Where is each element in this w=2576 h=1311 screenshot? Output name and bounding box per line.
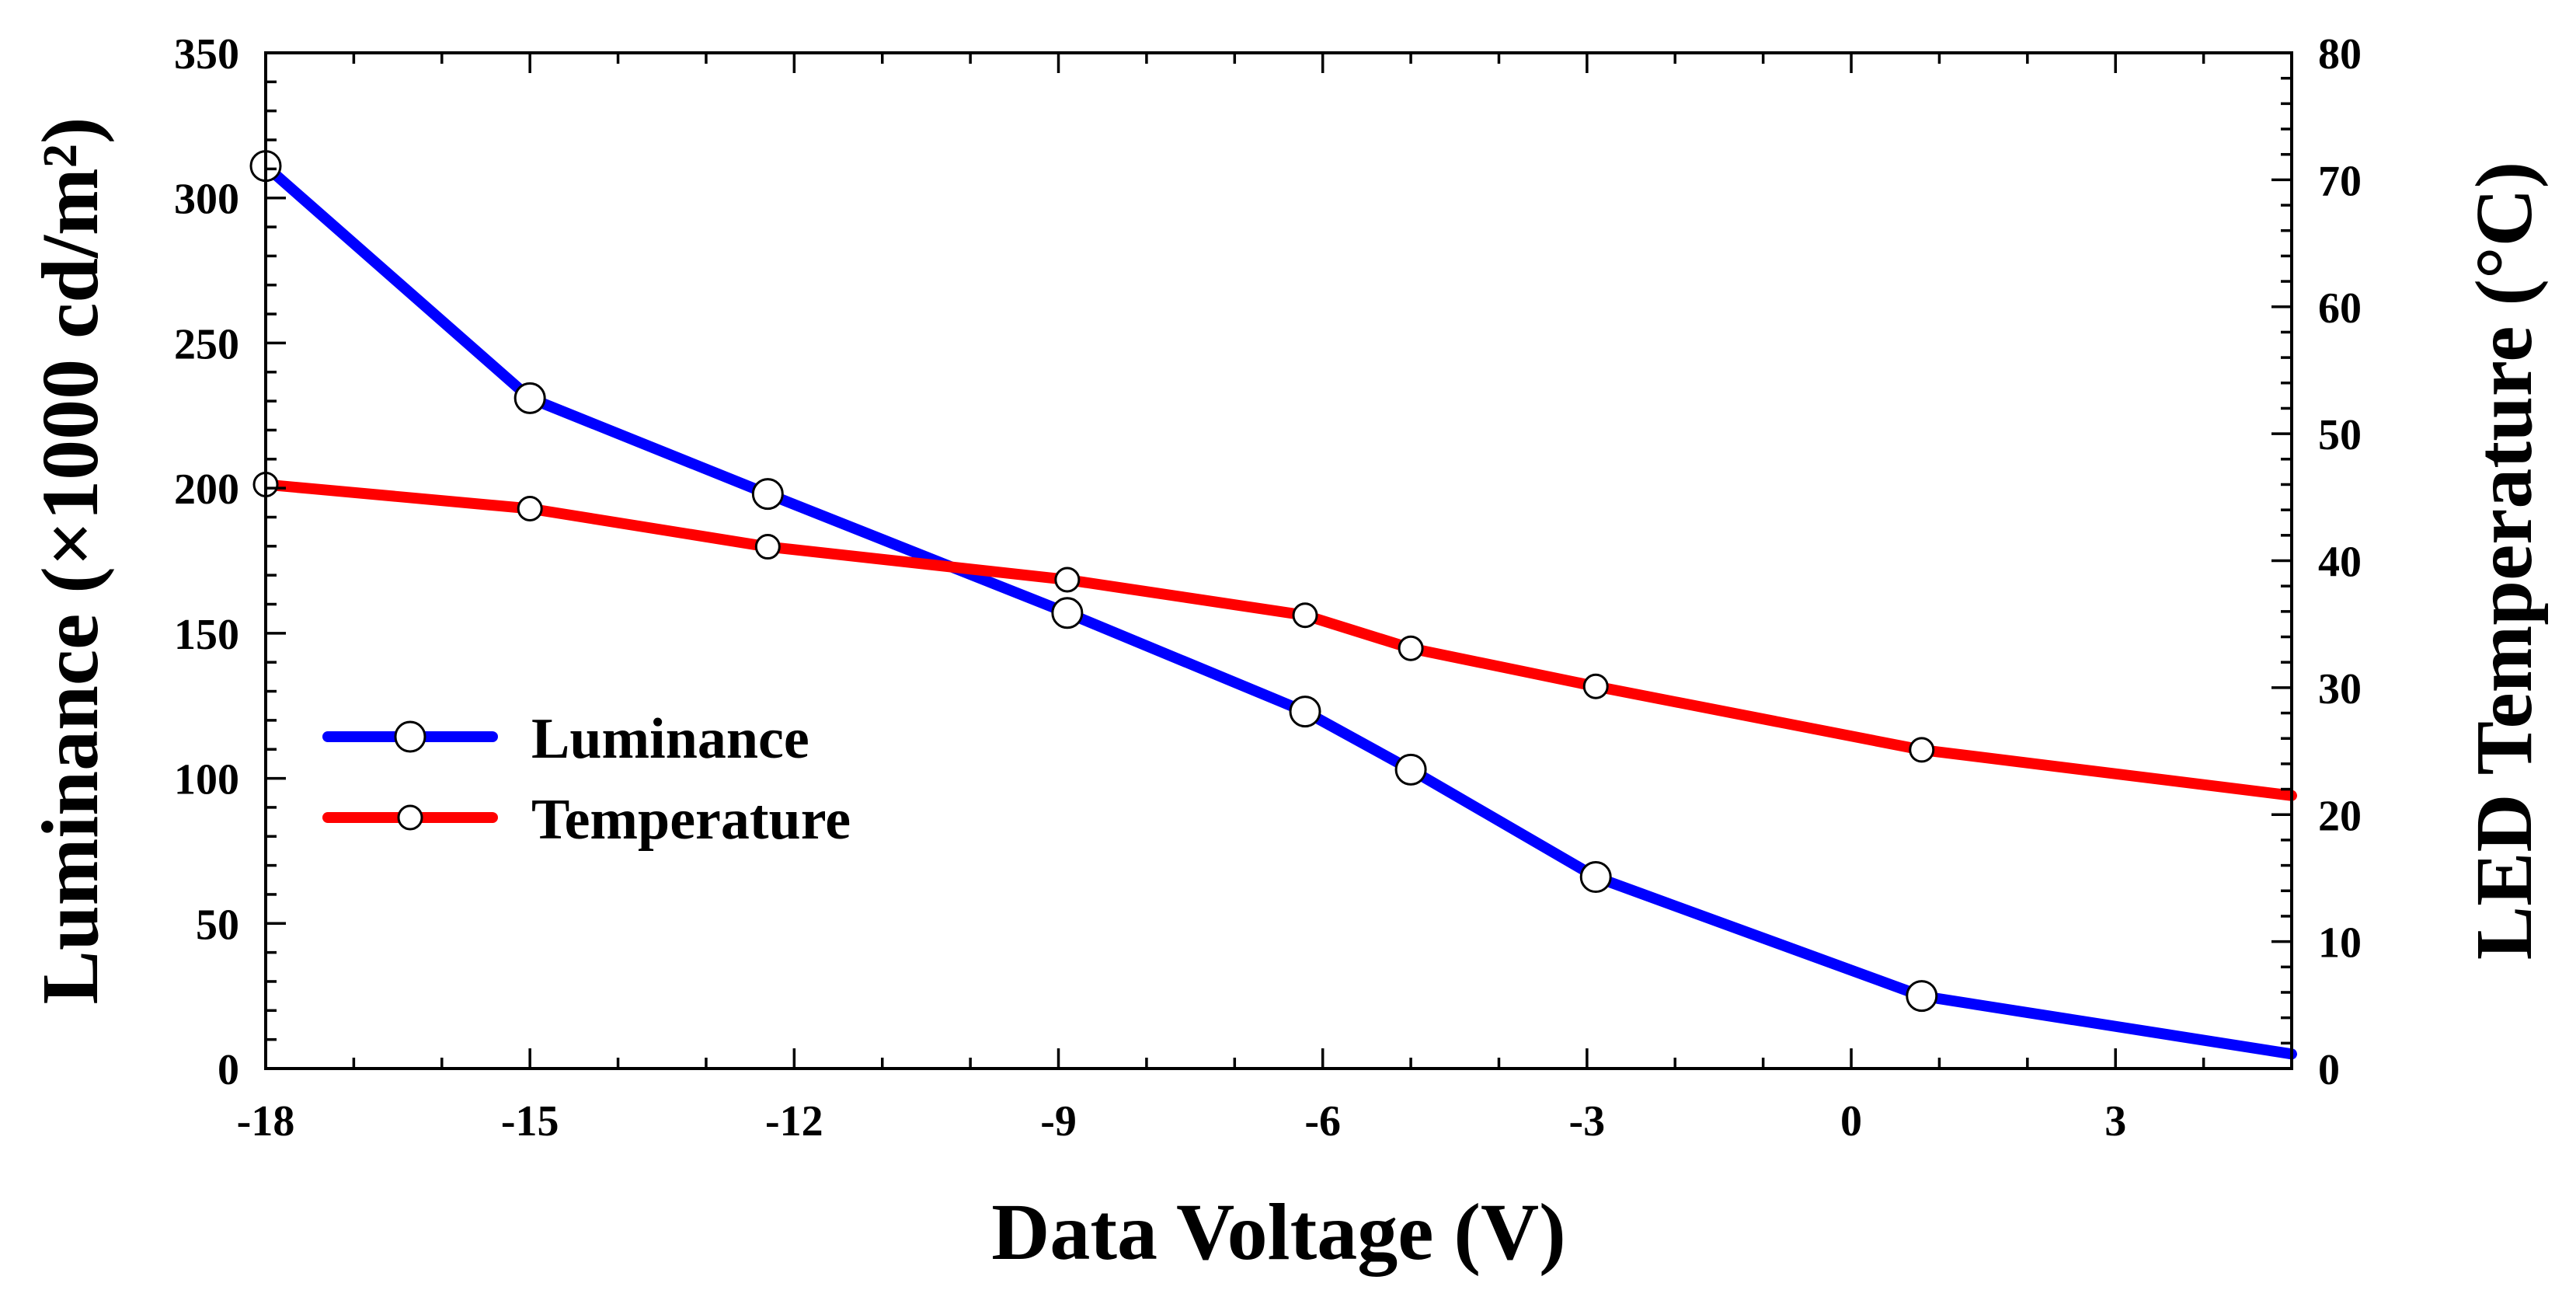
- y-right-tick-label: 0: [2318, 1046, 2340, 1094]
- plot-frame: [264, 51, 2293, 1070]
- y-left-tick-label: 350: [174, 30, 239, 78]
- axis-ticks: [264, 51, 2293, 1070]
- y-left-tick-label: 250: [174, 320, 239, 368]
- legend: Luminance Temperature: [322, 707, 851, 852]
- y-right-tick-label: 50: [2318, 411, 2362, 459]
- luminance-point: [1289, 696, 1321, 728]
- x-tick-label: 0: [1840, 1097, 1862, 1145]
- luminance-point: [513, 382, 546, 414]
- luminance-point: [1051, 597, 1084, 629]
- luminance-point: [1394, 753, 1427, 786]
- legend-temperature-label: Temperature: [531, 788, 851, 852]
- temperature-point: [1582, 673, 1609, 699]
- series-markers: [249, 150, 1938, 1013]
- y-left-tick-label: 0: [218, 1046, 239, 1094]
- temperature-point: [517, 496, 543, 522]
- x-tick-label: -9: [1040, 1097, 1077, 1145]
- y-right-tick-label: 60: [2318, 284, 2362, 333]
- temperature-point: [1398, 635, 1424, 661]
- temperature-point: [754, 534, 781, 560]
- luminance-point: [1906, 980, 1938, 1013]
- y-right-tick-label: 70: [2318, 157, 2362, 205]
- y-right-tick-label: 10: [2318, 919, 2362, 968]
- y-right-tick-label: 80: [2318, 30, 2362, 78]
- luminance-point: [751, 478, 784, 511]
- y-left-tick-label: 300: [174, 176, 239, 224]
- y-right-tick-label: 30: [2318, 665, 2362, 713]
- tick-labels: -18 -15 -12 -9 -6 -3 0 305010015020025030035001…: [174, 30, 2362, 1145]
- y-left-axis-title: Luminance (×1000 cd/m²): [26, 117, 115, 1005]
- x-tick-label: 3: [2104, 1097, 2126, 1145]
- y-right-tick-label: 20: [2318, 792, 2362, 840]
- temperature-point: [1054, 567, 1081, 593]
- x-tick-label: -3: [1569, 1097, 1606, 1145]
- plot-border: [264, 51, 2293, 1070]
- x-tick-label: -12: [765, 1097, 823, 1145]
- y-right-tick-label: 40: [2318, 539, 2362, 587]
- legend-luminance-marker: [394, 720, 426, 753]
- x-tick-label: -18: [237, 1097, 295, 1145]
- y-right-axis-title: LED Temperature (°C): [2459, 162, 2549, 961]
- y-left-tick-label: 100: [174, 756, 239, 804]
- legend-luminance-label: Luminance: [531, 707, 809, 771]
- temperature-point: [1292, 602, 1318, 629]
- x-axis-title: Data Voltage (V): [991, 1187, 1565, 1277]
- x-tick-label: -6: [1304, 1097, 1341, 1145]
- y-left-tick-label: 200: [174, 465, 239, 514]
- legend-temperature-marker: [397, 804, 423, 831]
- x-tick-label: -15: [501, 1097, 559, 1145]
- temperature-point: [1909, 737, 1935, 763]
- luminance-point: [1579, 861, 1612, 894]
- y-left-tick-label: 150: [174, 611, 239, 659]
- series-lines: [260, 160, 2297, 1060]
- y-left-tick-label: 50: [196, 901, 239, 949]
